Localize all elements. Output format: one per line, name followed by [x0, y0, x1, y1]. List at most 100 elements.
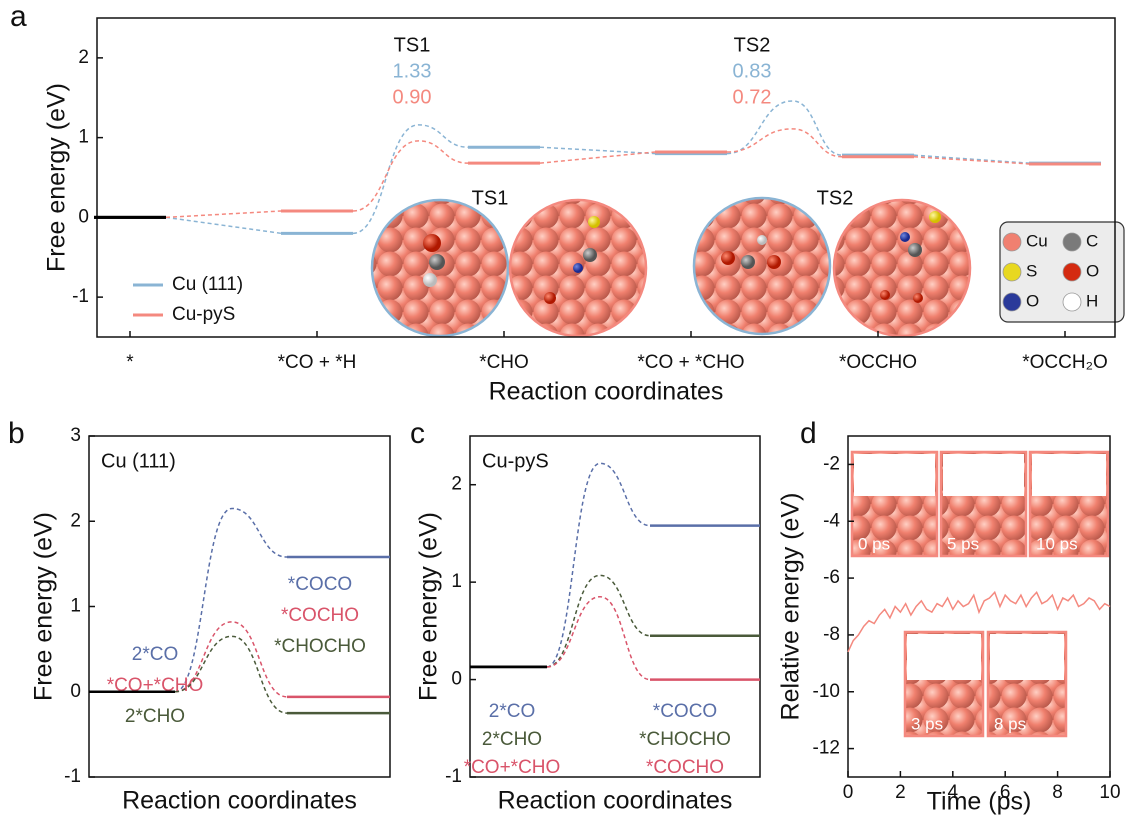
initial-state-label: 2*CHO	[482, 729, 542, 750]
x-axis-title: Reaction coordinates	[489, 378, 724, 406]
element-legend-box	[999, 221, 1125, 323]
element-label: O	[1026, 291, 1039, 310]
final-state-label: *CHOCHO	[639, 729, 731, 750]
x-tick-label: *CO + *H	[278, 352, 357, 373]
element-swatch	[1002, 292, 1022, 312]
atom	[757, 235, 767, 245]
barrier-label: 1.33	[393, 60, 432, 82]
x-axis-title: Reaction coordinates	[122, 787, 357, 815]
ts-label: TS2	[734, 34, 771, 56]
y-tick-label: -8	[823, 624, 840, 645]
plot-frame	[96, 17, 1116, 338]
panel-title: Cu-pyS	[482, 450, 549, 472]
snapshot-time: 10 ps	[1036, 534, 1078, 553]
inset-ts-label: TS2	[817, 187, 854, 209]
y-tick-label: 2	[78, 47, 89, 68]
x-tick-label: 8	[1052, 782, 1063, 803]
legend-label: Cu-pyS	[172, 304, 235, 325]
connector	[539, 146, 656, 155]
atom	[741, 255, 755, 269]
inset-structures	[370, 196, 1125, 338]
y-tick-label: 1	[451, 571, 462, 592]
atom	[583, 248, 597, 262]
element-label: H	[1086, 291, 1098, 310]
x-tick-label: 10	[1099, 782, 1120, 803]
element-swatch	[1002, 232, 1022, 252]
y-axis-title: Relative energy (eV)	[777, 493, 805, 721]
snapshot-time: 0 ps	[858, 534, 890, 553]
atom	[913, 293, 923, 303]
element-swatch	[1002, 262, 1022, 282]
barrier-label: 0.72	[733, 86, 772, 108]
inset-cupys-ts2	[832, 198, 972, 338]
barrier-label: 0.90	[393, 86, 432, 108]
snapshot-sky	[943, 454, 1024, 496]
connector	[165, 216, 282, 235]
y-tick-label: -1	[64, 766, 81, 787]
atom	[423, 234, 441, 252]
energy-trace	[847, 590, 1111, 653]
panel-label: b	[8, 417, 25, 450]
atom	[721, 251, 735, 265]
x-tick-label: 0	[843, 782, 854, 803]
transition-state-curve	[546, 596, 651, 681]
y-tick-label: -6	[823, 567, 840, 588]
atom	[929, 211, 941, 223]
final-state-label: *CHOCHO	[274, 636, 366, 657]
y-tick-label: 0	[78, 206, 89, 227]
initial-state-label: 2*CO	[132, 644, 178, 665]
x-tick-label: 6	[1000, 782, 1011, 803]
barrier-label: 0.83	[733, 60, 772, 82]
x-axis-title: Reaction coordinates	[498, 787, 733, 815]
atom	[429, 254, 445, 270]
final-state-label: *COCO	[653, 701, 717, 722]
y-tick-label: 0	[451, 669, 462, 690]
snapshot-sky	[990, 634, 1064, 680]
snapshot-sky	[854, 454, 935, 496]
atom	[588, 216, 600, 228]
element-swatch	[1062, 232, 1082, 252]
panel-title: Cu (111)	[101, 450, 176, 472]
initial-state-label: 2*CHO	[125, 706, 185, 727]
inset-ts-label: TS1	[472, 187, 509, 209]
y-tick-label: 1	[78, 127, 89, 148]
panel-label: a	[10, 0, 27, 33]
y-tick-label: -12	[813, 738, 840, 759]
y-tick-label: 2	[70, 510, 81, 531]
snapshot-time: 3 ps	[911, 714, 943, 733]
x-tick-label: *OCCH₂O	[1022, 352, 1108, 373]
final-state-label: *COCO	[288, 574, 352, 595]
y-tick-label: -1	[72, 286, 89, 307]
panel-label: d	[800, 417, 817, 450]
y-tick-label: 1	[70, 596, 81, 617]
element-label: Cu	[1026, 231, 1048, 250]
transition-state-curve	[174, 507, 288, 693]
element-label: O	[1086, 261, 1099, 280]
atom	[908, 243, 922, 257]
atom	[880, 290, 890, 300]
x-tick-label: 2	[895, 782, 906, 803]
element-label: C	[1086, 231, 1098, 250]
x-tick-label: *	[126, 352, 134, 373]
legend-label: Cu (111)	[172, 274, 243, 295]
y-tick-label: -1	[445, 766, 462, 787]
connector	[913, 156, 1030, 165]
x-axis-title: Time (ps)	[927, 788, 1032, 815]
atom	[767, 255, 781, 269]
snapshots	[850, 450, 1110, 738]
y-axis-title: Free energy (eV)	[43, 83, 71, 272]
snapshot-time: 5 ps	[947, 534, 979, 553]
final-state-label: *COCHO	[646, 757, 724, 778]
transition-state-curve	[546, 574, 651, 668]
y-tick-label: -10	[813, 681, 840, 702]
atom	[544, 292, 556, 304]
x-tick-label: 4	[948, 782, 959, 803]
ts-label: TS1	[394, 34, 431, 56]
element-swatch	[1062, 292, 1082, 312]
connector	[913, 154, 1030, 164]
y-tick-label: 3	[70, 425, 81, 446]
y-tick-label: -4	[823, 510, 840, 531]
initial-state-label: *CO+*CHO	[464, 757, 561, 778]
connector	[539, 151, 656, 164]
